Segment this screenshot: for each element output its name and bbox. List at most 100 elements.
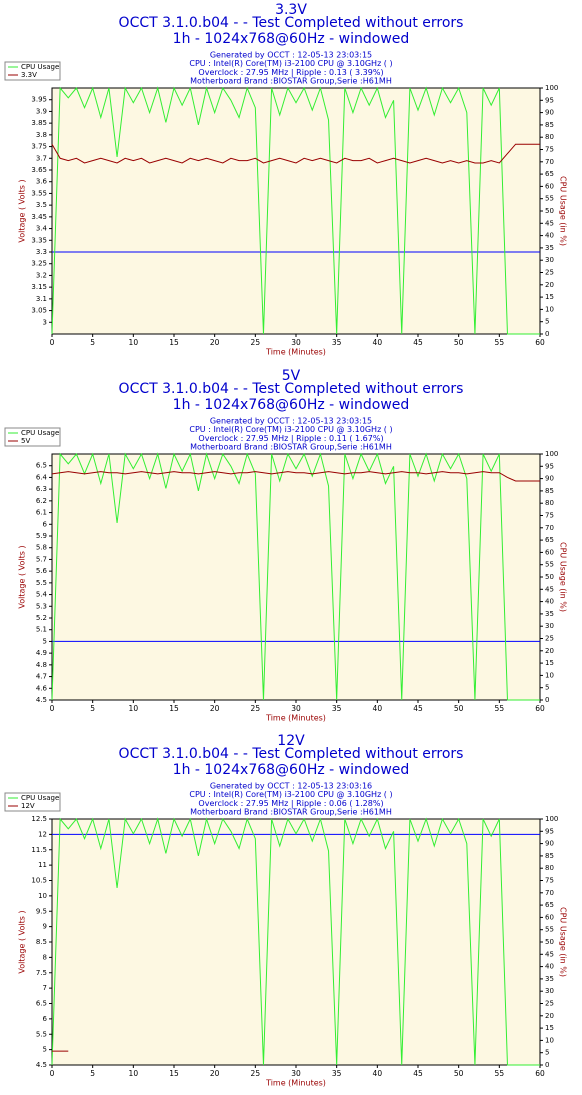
- y-tick-label: 3.5: [36, 201, 47, 209]
- y2-tick-label: 5: [545, 318, 549, 326]
- y-tick-label: 3.1: [36, 295, 47, 303]
- info-line: Generated by OCCT : 12-05-13 23:03:15: [210, 51, 372, 60]
- y-tick-label: 6.4: [36, 473, 48, 481]
- y2-tick-label: 10: [545, 305, 554, 313]
- y-tick-label: 12.5: [31, 815, 47, 823]
- y-tick-label: 5.4: [36, 591, 48, 599]
- series-line: [51, 86, 540, 335]
- y-tick-label: 6: [43, 520, 48, 528]
- x-tick-label: 25: [251, 1069, 261, 1078]
- y2-tick-label: 15: [545, 659, 554, 667]
- info-line: Motherboard Brand :BIOSTAR Group,Serie :…: [190, 808, 392, 817]
- legend: [4, 792, 61, 812]
- y-tick-label: 8.5: [36, 938, 47, 946]
- x-tick-label: 0: [50, 338, 55, 347]
- x-tick-label: 40: [373, 338, 383, 347]
- y2-tick-label: 20: [545, 1012, 554, 1020]
- y2-tick-label: 85: [545, 852, 554, 860]
- x-tick-label: 60: [535, 1069, 545, 1078]
- y-tick-label: 3.35: [31, 236, 47, 244]
- y-tick-label: 4.5: [36, 696, 47, 704]
- y-tick-label: 3.8: [36, 131, 47, 139]
- x-tick-label: 0: [50, 1069, 55, 1078]
- y2-tick-label: 10: [545, 671, 554, 679]
- y-tick-label: 6.2: [36, 497, 47, 505]
- info-line: Motherboard Brand :BIOSTAR Group,Serie :…: [190, 443, 392, 452]
- y2-tick-label: 30: [545, 987, 554, 995]
- info-line: CPU : Intel(R) Core(TM) i3-2100 CPU @ 3.…: [189, 59, 392, 68]
- series-line: [51, 817, 540, 1066]
- y-tick-label: 7.5: [36, 969, 47, 977]
- y2-tick-label: 95: [545, 462, 554, 470]
- chart-subtitle: 1h - 1024x768@60Hz - windowed: [173, 762, 410, 778]
- y2-axis-label: CPU Usage (in %): [559, 176, 568, 246]
- y-tick-label: 6.1: [36, 509, 47, 517]
- x-tick-label: 60: [535, 338, 545, 347]
- y-tick-label: 10.5: [31, 877, 47, 885]
- x-tick-label: 15: [169, 1069, 179, 1078]
- legend-label: 3.3V: [21, 71, 37, 79]
- legend-label: 12V: [21, 802, 35, 810]
- x-tick-label: 55: [495, 338, 505, 347]
- y-tick-label: 5.6: [36, 567, 48, 575]
- x-tick-label: 45: [413, 704, 423, 713]
- y-tick-label: 5.3: [36, 602, 47, 610]
- x-tick-label: 15: [169, 704, 179, 713]
- y-tick-label: 3.95: [31, 96, 47, 104]
- y2-tick-label: 40: [545, 598, 554, 606]
- y-axis-label: Voltage ( Volts ): [18, 179, 27, 242]
- x-tick-label: 5: [90, 704, 95, 713]
- y-tick-label: 4.9: [36, 649, 47, 657]
- chart-subtitle: 1h - 1024x768@60Hz - windowed: [173, 397, 410, 413]
- y2-tick-label: 75: [545, 512, 554, 520]
- y2-tick-label: 80: [545, 133, 554, 141]
- x-tick-label: 45: [413, 338, 423, 347]
- chart-subtitle: OCCT 3.1.0.b04 - - Test Completed withou…: [119, 381, 464, 397]
- info-line: Overclock : 27.95 MHz | Ripple : 0.06 ( …: [198, 799, 383, 808]
- y2-tick-label: 60: [545, 548, 554, 556]
- chart-subtitle: 1h - 1024x768@60Hz - windowed: [173, 31, 410, 47]
- y2-tick-label: 25: [545, 635, 554, 643]
- y2-tick-label: 90: [545, 840, 554, 848]
- y2-tick-label: 40: [545, 963, 554, 971]
- y2-tick-label: 65: [545, 536, 554, 544]
- x-tick-label: 30: [291, 338, 301, 347]
- y-tick-label: 4.6: [36, 684, 48, 692]
- chart-subtitle: OCCT 3.1.0.b04 - - Test Completed withou…: [119, 746, 464, 762]
- y-tick-label: 6.5: [36, 1000, 47, 1008]
- y2-tick-label: 35: [545, 244, 554, 252]
- x-tick-label: 35: [332, 338, 342, 347]
- x-tick-label: 35: [332, 1069, 342, 1078]
- y-tick-label: 3.4: [36, 225, 48, 233]
- y-tick-label: 12: [38, 830, 47, 838]
- x-tick-label: 20: [210, 338, 220, 347]
- y-tick-label: 6.5: [36, 462, 47, 470]
- y-tick-label: 3.65: [31, 166, 47, 174]
- y2-axis-label: CPU Usage (in %): [559, 542, 568, 612]
- y2-tick-label: 75: [545, 877, 554, 885]
- y2-tick-label: 70: [545, 524, 554, 532]
- x-tick-label: 25: [251, 704, 261, 713]
- y2-tick-label: 35: [545, 975, 554, 983]
- y2-tick-label: 70: [545, 889, 554, 897]
- y-tick-label: 9.5: [36, 907, 47, 915]
- y-tick-label: 3.25: [31, 260, 47, 268]
- y2-tick-label: 60: [545, 913, 554, 921]
- y2-tick-label: 25: [545, 269, 554, 277]
- y2-tick-label: 85: [545, 121, 554, 129]
- y2-tick-label: 65: [545, 901, 554, 909]
- info-line: Generated by OCCT : 12-05-13 23:03:15: [210, 417, 372, 426]
- x-tick-label: 20: [210, 704, 220, 713]
- x-tick-label: 50: [454, 1069, 464, 1078]
- x-axis-label: Time (Minutes): [265, 714, 326, 723]
- x-tick-label: 20: [210, 1069, 220, 1078]
- x-tick-label: 55: [495, 704, 505, 713]
- y2-tick-label: 80: [545, 864, 554, 872]
- chart-title: 3.3V: [275, 2, 307, 18]
- y-tick-label: 5: [43, 1046, 47, 1054]
- y2-tick-label: 50: [545, 207, 554, 215]
- x-tick-label: 10: [129, 704, 139, 713]
- y-tick-label: 3.75: [31, 143, 47, 151]
